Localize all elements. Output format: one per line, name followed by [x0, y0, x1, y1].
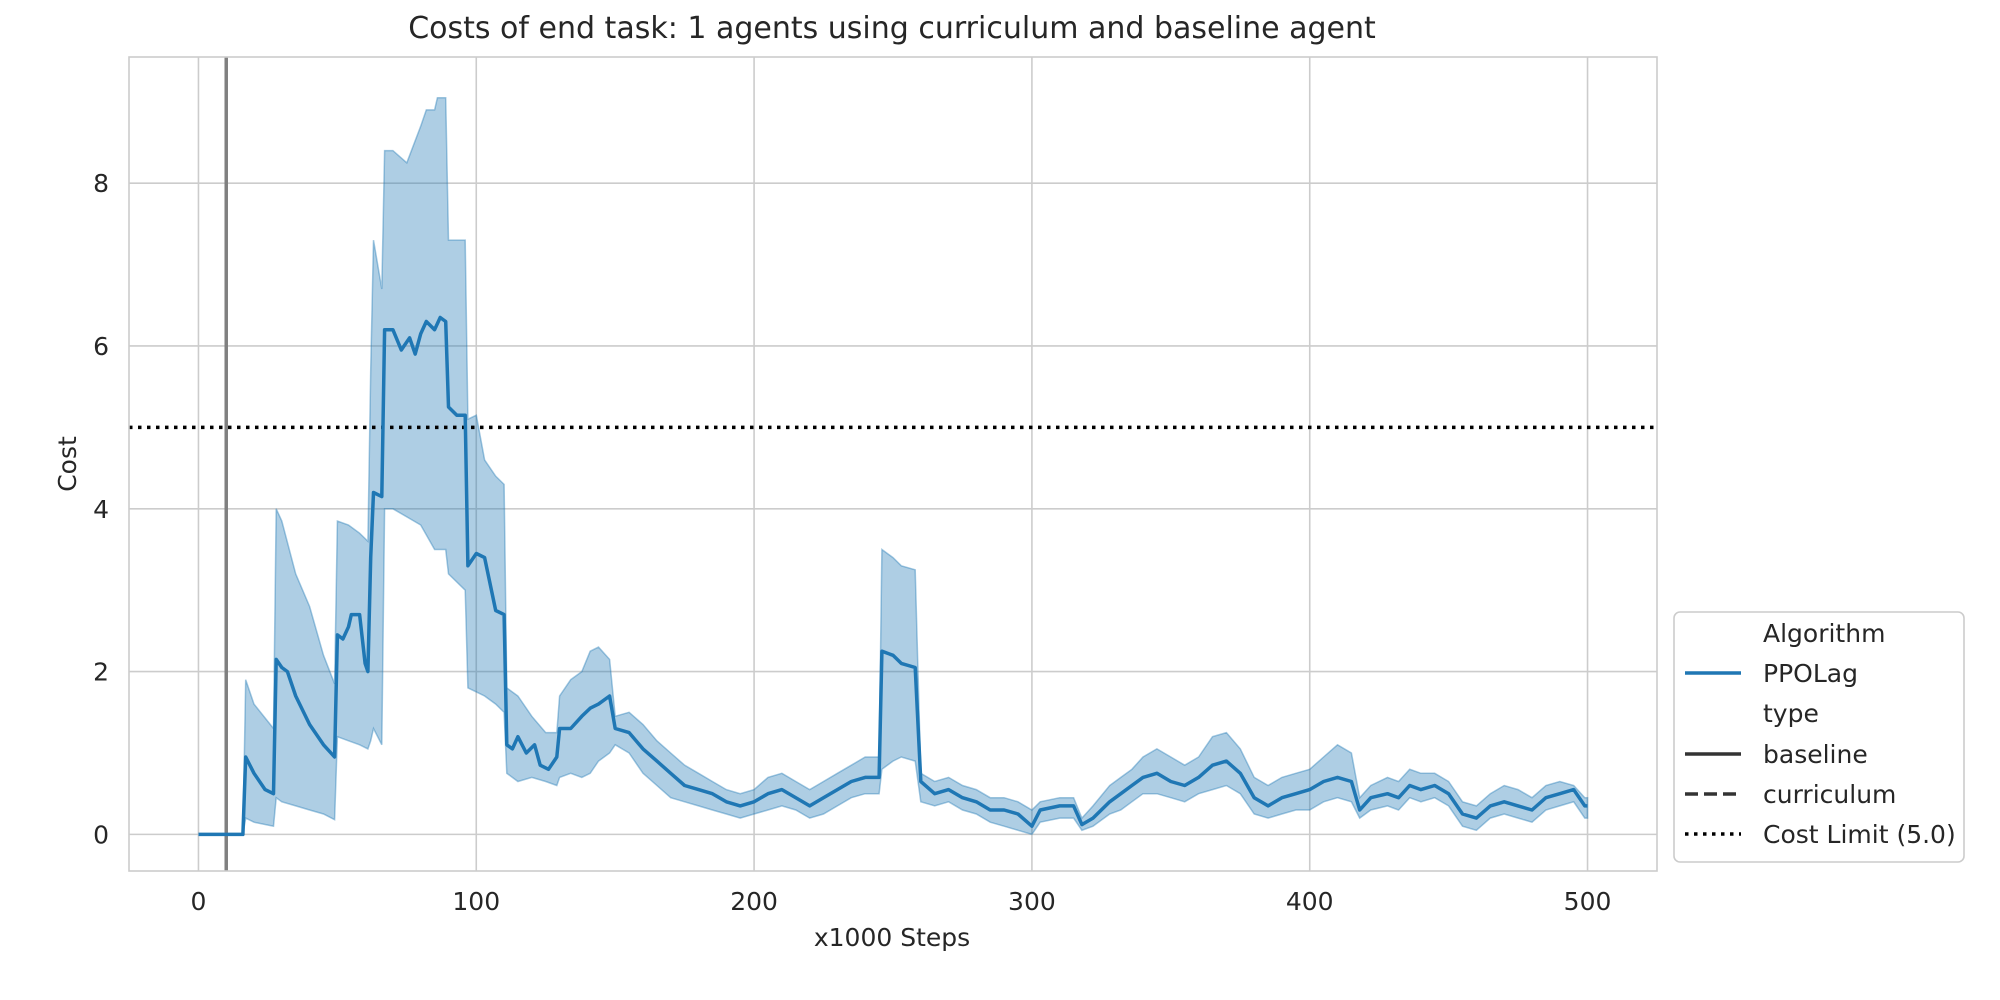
plot-area — [128, 56, 1658, 872]
x-tick-label: 100 — [452, 887, 500, 916]
x-tick-label: 300 — [1008, 887, 1056, 916]
x-tick-label: 200 — [730, 887, 778, 916]
series-line-layer — [198, 315, 1588, 837]
y-tick-label: 6 — [93, 332, 109, 361]
y-tick-label: 4 — [93, 495, 109, 524]
confidence-band-layer — [198, 96, 1589, 836]
legend-box — [1673, 611, 1965, 863]
x-tick-labels: 0 100 200 300 400 500 — [191, 887, 1612, 916]
legend-entry-curriculum: curriculum — [1763, 780, 1896, 809]
y-tick-label: 0 — [93, 820, 109, 849]
legend-entry-baseline: baseline — [1763, 740, 1868, 769]
y-tick-labels: 0 2 4 6 8 — [93, 169, 109, 849]
y-tick-label: 8 — [93, 169, 109, 198]
x-tick-label: 400 — [1286, 887, 1334, 916]
legend-entry-ppolag: PPOLag — [1763, 659, 1858, 688]
plot-frame — [128, 56, 1658, 872]
x-tick-label: 0 — [191, 887, 207, 916]
legend-header-type: type — [1763, 699, 1819, 728]
legend-header-algorithm: Algorithm — [1763, 619, 1885, 648]
confidence-band — [198, 96, 1589, 836]
legend-entry-cost-limit: Cost Limit (5.0) — [1763, 820, 1956, 849]
series-line-ppolag — [198, 315, 1588, 837]
x-tick-label: 500 — [1564, 887, 1612, 916]
y-tick-label: 2 — [93, 658, 109, 687]
chart-title: Costs of end task: 1 agents using curric… — [408, 11, 1376, 46]
x-axis-label: x1000 Steps — [814, 923, 970, 952]
y-axis-label: Cost — [53, 436, 82, 492]
legend: Algorithm PPOLag type baseline curriculu… — [1673, 611, 1965, 863]
grid — [129, 57, 1657, 871]
